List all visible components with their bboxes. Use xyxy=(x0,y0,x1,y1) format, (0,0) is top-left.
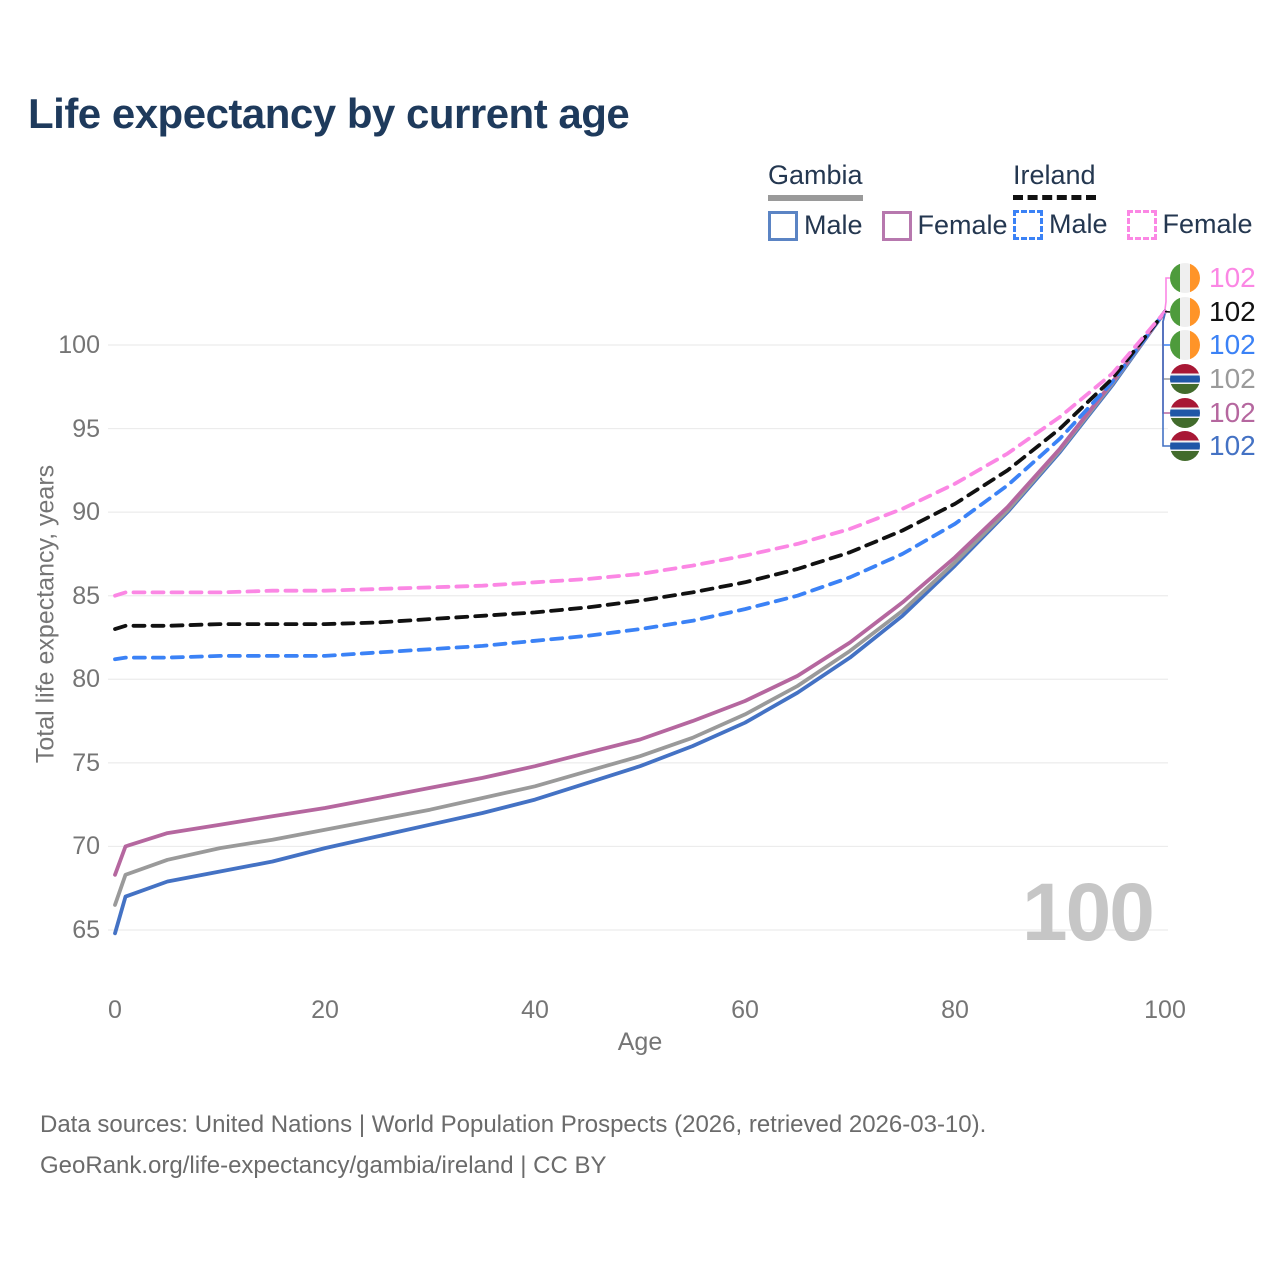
legend-label-ireland-female[interactable]: Female xyxy=(1162,209,1253,239)
y-tick-label: 100 xyxy=(58,331,100,359)
footer: Data sources: United Nations | World Pop… xyxy=(40,1104,986,1186)
leader-line-gambia-male xyxy=(1162,313,1170,447)
series-gambia-female xyxy=(113,309,1167,877)
y-tick-label: 70 xyxy=(72,832,100,861)
end-label-gambia-male: 102 xyxy=(1170,429,1256,463)
end-value-ireland-both: 102 xyxy=(1209,296,1256,327)
legend-swatch-ireland-male[interactable] xyxy=(1013,209,1043,240)
series-ireland-female xyxy=(113,309,1167,598)
end-value-gambia-male: 102 xyxy=(1209,430,1256,461)
leader-line-ireland-female xyxy=(1164,277,1170,310)
y-tick-label: 80 xyxy=(72,665,100,694)
age-watermark: 100 xyxy=(1022,867,1155,958)
gambia-flag-icon xyxy=(1170,398,1200,428)
footer-line2: GeoRank.org/life-expectancy/gambia/irela… xyxy=(40,1152,607,1179)
x-tick-label: 40 xyxy=(521,996,549,1024)
end-value-ireland-male: 102 xyxy=(1209,329,1256,360)
legend-label-gambia-female[interactable]: Female xyxy=(917,210,1008,240)
y-axis-title: Total life expectancy, years xyxy=(31,464,60,764)
series-gambia-both xyxy=(113,309,1167,907)
page-title: Life expectancy by current age xyxy=(28,90,630,137)
legend-label-gambia-male[interactable]: Male xyxy=(804,210,863,240)
legend-group-ireland: Ireland Male Female xyxy=(1013,160,1253,240)
legend-country-ireland[interactable]: Ireland xyxy=(1013,160,1096,200)
y-tick-label: 90 xyxy=(72,498,100,527)
series-ireland-male xyxy=(113,309,1167,662)
gambia-flag-icon xyxy=(1170,431,1200,461)
legend-label-ireland-male[interactable]: Male xyxy=(1049,209,1108,239)
gambia-flag-icon xyxy=(1170,364,1200,394)
end-label-ireland-female: 102 xyxy=(1170,261,1256,295)
legend-country-gambia[interactable]: Gambia xyxy=(768,160,863,201)
legend-swatch-gambia-male[interactable] xyxy=(768,210,798,241)
legend-row-gambia: Male Female xyxy=(768,210,1008,241)
legend-swatch-gambia-female[interactable] xyxy=(881,210,912,241)
x-tick-label: 0 xyxy=(108,996,122,1024)
ireland-flag-icon xyxy=(1170,330,1200,360)
end-label-gambia-female: 102 xyxy=(1170,396,1256,430)
leader-line-gambia-female xyxy=(1162,313,1170,414)
end-value-gambia-both: 102 xyxy=(1209,363,1256,394)
y-tick-label: 95 xyxy=(72,414,100,443)
ireland-flag-icon xyxy=(1170,297,1200,327)
footer-line1: Data sources: United Nations | World Pop… xyxy=(40,1111,987,1138)
x-tick-label: 60 xyxy=(731,996,759,1024)
ireland-flag-icon xyxy=(1170,263,1200,293)
y-tick-label: 65 xyxy=(72,916,100,944)
x-tick-label: 20 xyxy=(311,996,339,1024)
end-label-ireland-both: 102 xyxy=(1170,295,1256,329)
x-axis-title: Age xyxy=(617,1028,663,1056)
end-label-ireland-male: 102 xyxy=(1170,328,1256,362)
x-tick-label: 100 xyxy=(1144,996,1186,1024)
legend-row-ireland: Male Female xyxy=(1013,209,1253,240)
legend-group-gambia: Gambia Male Female xyxy=(768,160,1008,241)
leader-line-gambia-both xyxy=(1162,313,1170,380)
end-value-gambia-female: 102 xyxy=(1209,397,1256,428)
end-value-ireland-female: 102 xyxy=(1209,262,1256,293)
end-label-gambia-both: 102 xyxy=(1170,362,1256,396)
x-tick-label: 80 xyxy=(941,996,969,1024)
y-tick-label: 85 xyxy=(72,581,100,610)
series-ireland-both xyxy=(113,309,1167,631)
y-tick-label: 75 xyxy=(72,748,100,777)
legend-swatch-ireland-female[interactable] xyxy=(1126,209,1157,240)
